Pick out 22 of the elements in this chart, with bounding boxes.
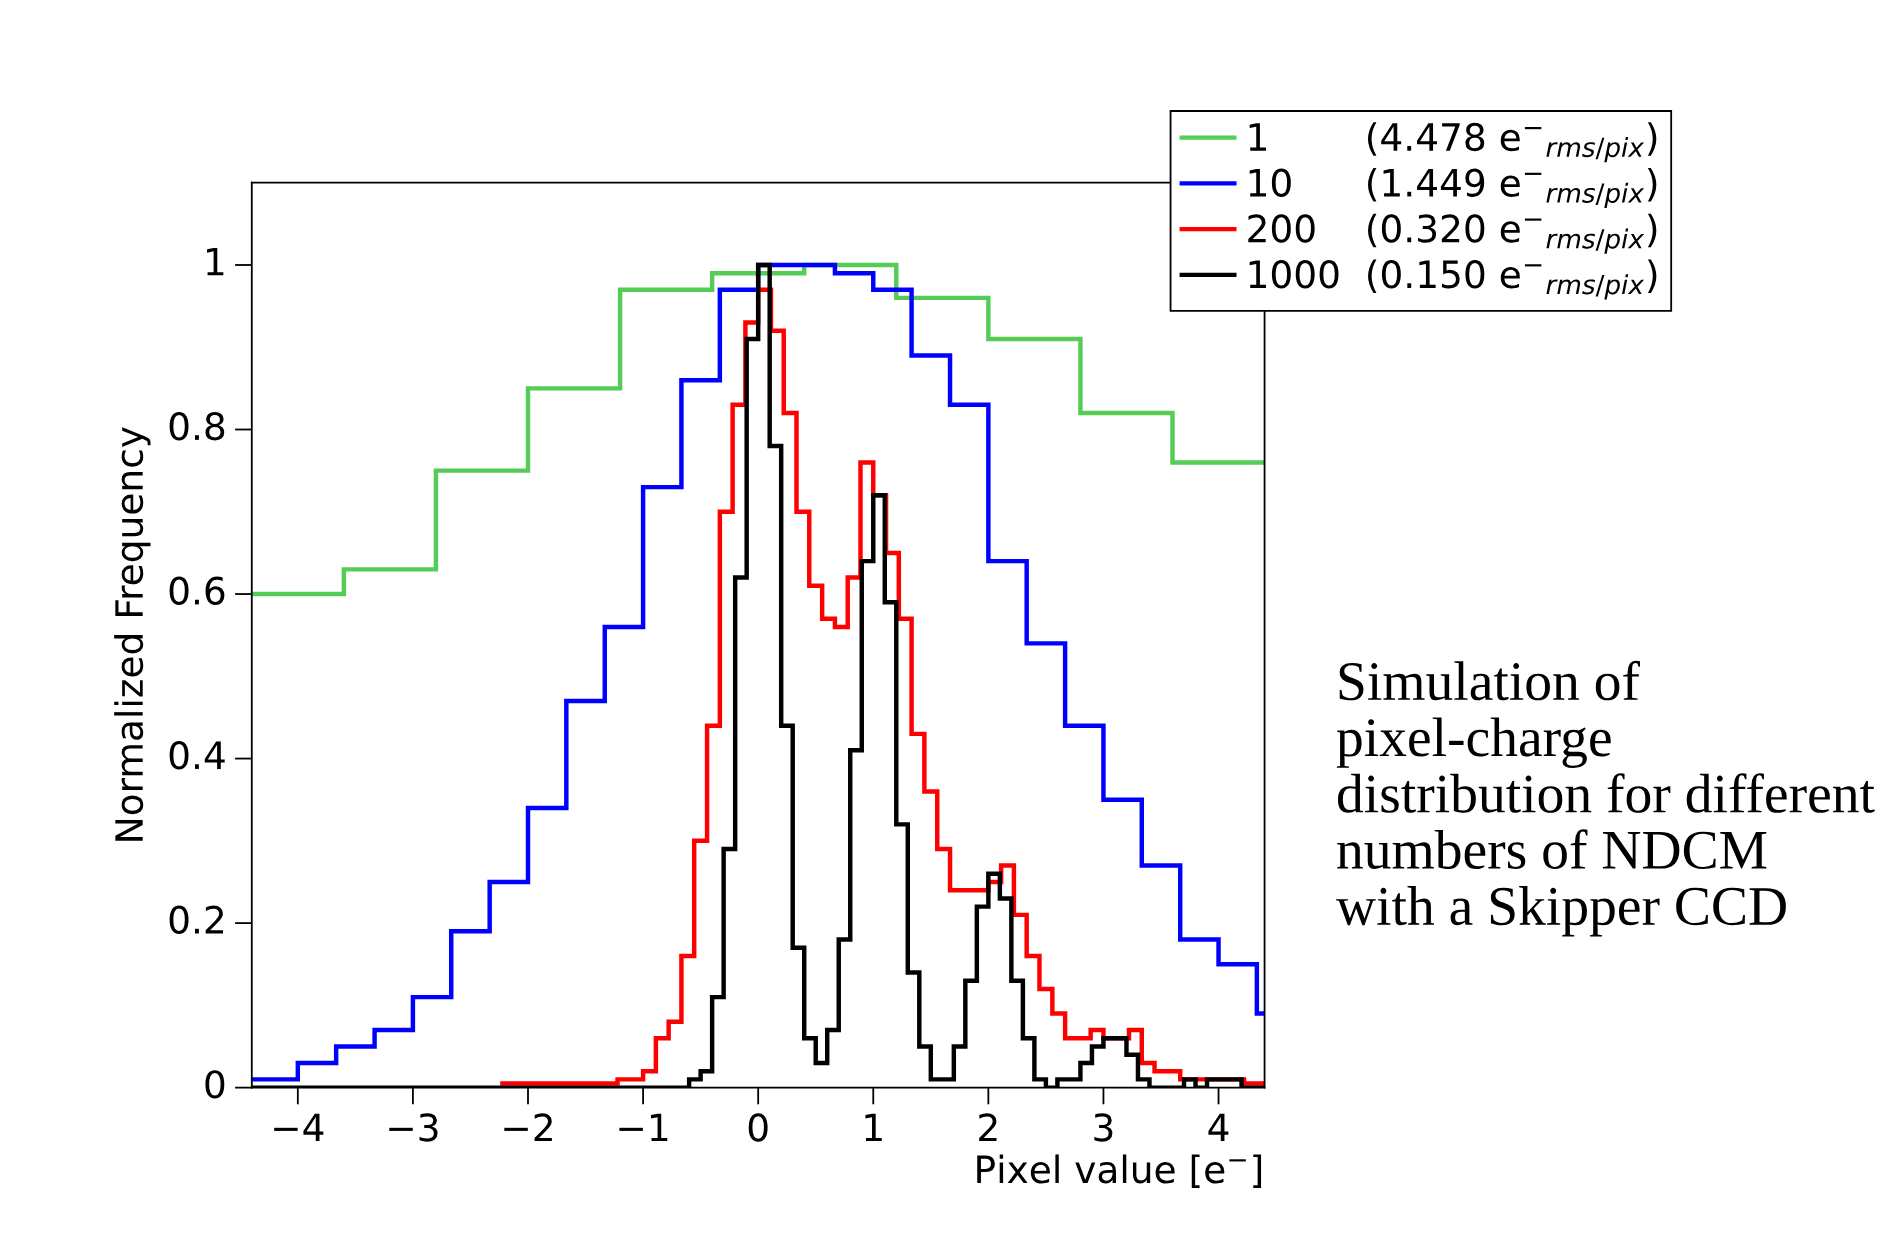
x-tick-label: 1 bbox=[865, 1113, 882, 1142]
x-tick-label: −2 bbox=[504, 1113, 552, 1142]
y-tick-label: 1 bbox=[207, 247, 224, 276]
y-axis-title: Normalized Frequency bbox=[114, 427, 151, 841]
legend-label: 200 (0.320 e$^{−}$$_{rms/pix}$) bbox=[1248, 213, 1657, 254]
text: Simulation of pixel-charge distribution for different numbers of NDCM with a Skipper CCD bbox=[1336, 660, 1875, 937]
y-tick-label: 0.8 bbox=[169, 412, 225, 441]
y-tick-label: 0 bbox=[205, 1070, 225, 1099]
x-tick-label: 3 bbox=[1094, 1113, 1113, 1142]
x-tick-label: −4 bbox=[274, 1113, 324, 1142]
x-tick-label: 2 bbox=[979, 1113, 997, 1142]
x-tick-label: 4 bbox=[1208, 1113, 1229, 1142]
y-tick-label: 0.2 bbox=[169, 905, 224, 934]
x-tick-label: 0 bbox=[748, 1113, 768, 1142]
x-axis-title: Pixel value [e$^{−}$] bbox=[977, 1154, 1262, 1188]
y-tick-label: 0.6 bbox=[169, 576, 225, 605]
legend-label: 1000 (0.150 e$^{−}$$_{rms/pix}$) bbox=[1249, 259, 1657, 300]
x-tick-label: −3 bbox=[389, 1113, 438, 1142]
x-tick-label: −1 bbox=[619, 1113, 668, 1142]
legend-label: 1 (4.478 e$^{−}$$_{rms/pix}$) bbox=[1249, 122, 1657, 163]
legend-label: 10 (1.449 e$^{−}$$_{rms/pix}$) bbox=[1249, 167, 1657, 209]
y-tick-label: 0.4 bbox=[169, 741, 225, 770]
